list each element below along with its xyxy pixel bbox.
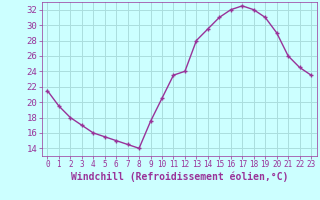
X-axis label: Windchill (Refroidissement éolien,°C): Windchill (Refroidissement éolien,°C) <box>70 172 288 182</box>
